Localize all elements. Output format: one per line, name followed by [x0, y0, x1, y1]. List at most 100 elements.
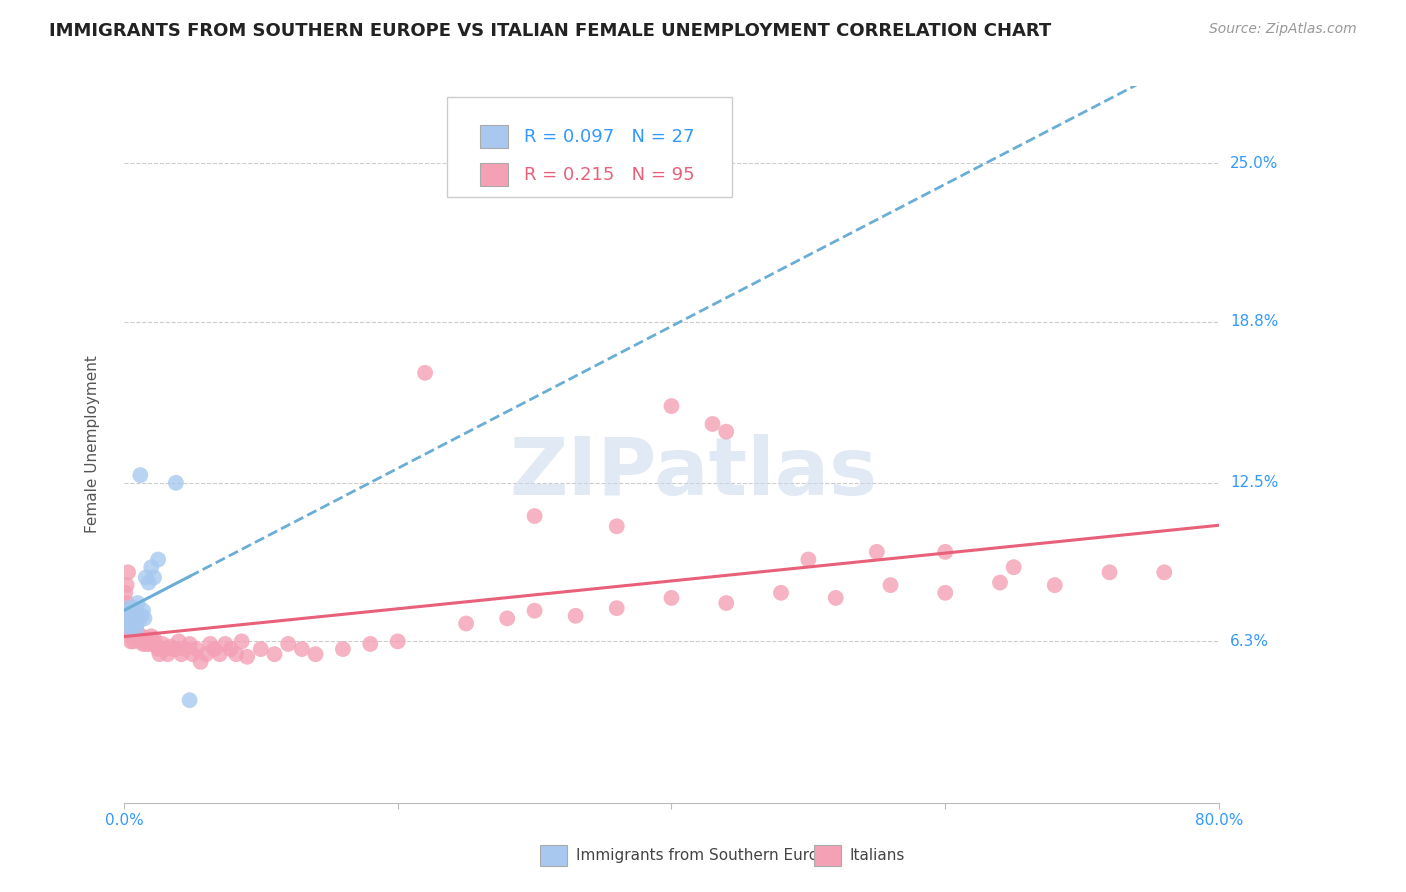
- Point: [824, 591, 846, 605]
- Point: [122, 629, 145, 643]
- Point: [661, 399, 683, 413]
- Point: [117, 607, 139, 621]
- Point: [249, 642, 271, 657]
- Point: [139, 634, 162, 648]
- Point: [702, 417, 724, 431]
- Point: [606, 519, 628, 533]
- Point: [1002, 560, 1025, 574]
- Point: [988, 575, 1011, 590]
- Point: [122, 608, 145, 623]
- Point: [181, 647, 204, 661]
- Y-axis label: Female Unemployment: Female Unemployment: [86, 356, 100, 533]
- Point: [121, 614, 143, 628]
- Point: [165, 642, 187, 657]
- Point: [127, 626, 149, 640]
- Point: [138, 637, 160, 651]
- Point: [125, 622, 148, 636]
- Point: [716, 596, 738, 610]
- Point: [114, 611, 136, 625]
- Point: [661, 591, 683, 605]
- Point: [117, 622, 139, 636]
- Point: [115, 578, 138, 592]
- Point: [167, 634, 190, 648]
- Point: [114, 604, 136, 618]
- Point: [115, 607, 138, 621]
- Point: [143, 570, 166, 584]
- Point: [225, 647, 247, 661]
- Text: 6.3%: 6.3%: [1230, 634, 1270, 648]
- Point: [128, 614, 150, 628]
- Point: [866, 545, 889, 559]
- Point: [190, 655, 212, 669]
- Point: [120, 622, 142, 636]
- Point: [127, 596, 149, 610]
- Point: [115, 611, 138, 625]
- Point: [291, 642, 314, 657]
- Point: [153, 642, 176, 657]
- Point: [146, 552, 169, 566]
- Point: [179, 637, 201, 651]
- Point: [141, 629, 163, 643]
- Point: [127, 607, 149, 621]
- Text: 25.0%: 25.0%: [1230, 155, 1278, 170]
- Point: [120, 634, 142, 648]
- Point: [135, 637, 157, 651]
- Point: [231, 634, 253, 648]
- Point: [118, 616, 141, 631]
- Point: [135, 570, 157, 584]
- Point: [1043, 578, 1066, 592]
- Text: Italians: Italians: [851, 848, 905, 863]
- Point: [125, 632, 148, 646]
- Text: 18.8%: 18.8%: [1230, 314, 1278, 329]
- Point: [129, 634, 152, 648]
- Point: [208, 647, 231, 661]
- Point: [162, 642, 184, 657]
- Point: [118, 611, 141, 625]
- Point: [132, 604, 155, 618]
- Point: [122, 634, 145, 648]
- Point: [202, 642, 225, 657]
- Point: [142, 637, 165, 651]
- Point: [118, 626, 141, 640]
- FancyBboxPatch shape: [447, 97, 731, 197]
- Text: R = 0.215   N = 95: R = 0.215 N = 95: [524, 166, 695, 184]
- Point: [523, 509, 546, 524]
- Point: [496, 611, 519, 625]
- Point: [198, 637, 221, 651]
- Point: [236, 649, 259, 664]
- Text: 12.5%: 12.5%: [1230, 475, 1278, 491]
- Point: [145, 637, 167, 651]
- Point: [263, 647, 285, 661]
- Point: [165, 475, 187, 490]
- Point: [934, 586, 956, 600]
- Point: [413, 366, 436, 380]
- Point: [136, 632, 159, 646]
- Point: [117, 616, 139, 631]
- Point: [121, 614, 143, 628]
- Point: [122, 601, 145, 615]
- Point: [179, 693, 201, 707]
- Point: [456, 616, 478, 631]
- FancyBboxPatch shape: [540, 846, 568, 865]
- Point: [125, 611, 148, 625]
- Point: [387, 634, 409, 648]
- FancyBboxPatch shape: [479, 126, 508, 148]
- Point: [117, 566, 139, 580]
- FancyBboxPatch shape: [814, 846, 841, 865]
- Point: [219, 642, 242, 657]
- Point: [118, 601, 141, 615]
- Point: [121, 622, 143, 636]
- FancyBboxPatch shape: [479, 163, 508, 186]
- Point: [523, 604, 546, 618]
- Point: [156, 647, 179, 661]
- Point: [214, 637, 236, 651]
- Point: [114, 586, 136, 600]
- Point: [124, 614, 146, 628]
- Point: [304, 647, 326, 661]
- Point: [132, 637, 155, 651]
- Point: [117, 601, 139, 615]
- Text: ZIPatlas: ZIPatlas: [509, 434, 877, 512]
- Point: [120, 604, 142, 618]
- Text: Immigrants from Southern Europe: Immigrants from Southern Europe: [576, 848, 838, 863]
- Point: [606, 601, 628, 615]
